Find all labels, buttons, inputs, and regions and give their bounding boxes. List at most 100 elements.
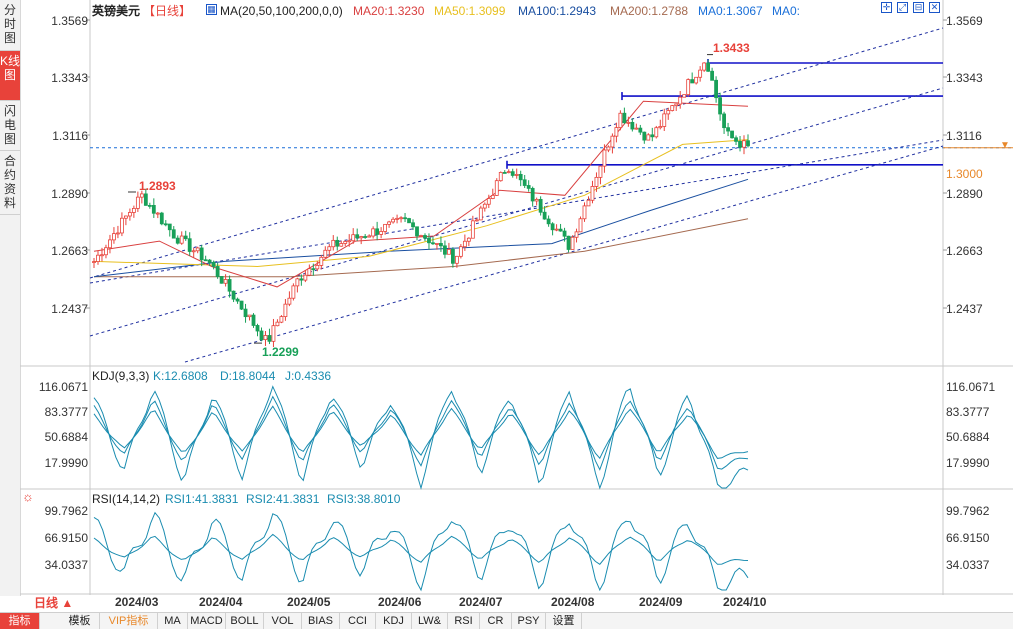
candle-body	[323, 249, 328, 258]
ma20-line	[93, 100, 749, 288]
tab-vol[interactable]: VOL	[264, 613, 302, 629]
candle-body	[482, 203, 487, 209]
candle-body	[291, 285, 296, 299]
minimize-icon[interactable]: ⊟	[913, 2, 924, 13]
price-tick-right: 1.3569	[946, 14, 983, 28]
ma-params: MA(20,50,100,200,0,0)	[220, 4, 343, 18]
candle-body	[96, 254, 100, 262]
tab-cci[interactable]: CCI	[340, 613, 376, 629]
candle-body	[742, 140, 746, 148]
tab-contract-info[interactable]: 合约资料	[0, 151, 20, 215]
mid-high-annotation: 1.2893	[139, 179, 176, 193]
candle-body	[690, 79, 695, 84]
candle-body	[92, 261, 96, 263]
price-marker: 1.3000	[946, 167, 983, 181]
candle-body	[351, 234, 356, 242]
period-selector[interactable]: 日线 ▲	[34, 596, 74, 610]
candle-body	[574, 231, 579, 238]
ma50-value: MA50:1.3099	[434, 4, 506, 18]
candle-body	[638, 127, 643, 133]
candle-body	[470, 220, 475, 239]
candle-body	[654, 127, 659, 138]
candle-body	[163, 223, 168, 226]
tab-boll[interactable]: BOLL	[226, 613, 264, 629]
candle-body	[387, 221, 391, 225]
candle-body	[458, 246, 463, 257]
tab-bias[interactable]: BIAS	[302, 613, 340, 629]
tab-lw[interactable]: LW&	[412, 613, 448, 629]
candle-body	[327, 246, 332, 251]
candle-body	[199, 247, 204, 261]
rsi-1: RSI1:41.3831	[165, 492, 239, 506]
tab-rsi[interactable]: RSI	[448, 613, 480, 629]
candle-body	[227, 279, 232, 292]
rsi-tick-right: 34.0337	[946, 558, 990, 572]
candle-body	[155, 212, 160, 215]
candle-body	[295, 278, 300, 287]
candle-body	[275, 321, 280, 327]
rsi-lines	[93, 511, 749, 592]
candle-body	[622, 112, 627, 124]
candle-body	[255, 325, 260, 332]
price-tick-right: 1.2890	[946, 187, 983, 201]
kdj-j: J:0.4336	[285, 369, 332, 383]
ma200-line	[94, 218, 749, 278]
tab-cr[interactable]: CR	[480, 613, 512, 629]
ma0-value: MA0:1.3067	[698, 4, 763, 18]
candle-body	[630, 121, 635, 130]
crosshair-icon[interactable]: ✛	[881, 2, 892, 13]
tab-template[interactable]: 模板	[60, 613, 100, 629]
tab-kline[interactable]: K线图	[0, 51, 20, 101]
candle-body	[195, 247, 200, 252]
candle-body	[371, 228, 376, 237]
ma100-line	[93, 178, 749, 278]
tab-macd[interactable]: MACD	[188, 613, 226, 629]
candle-body	[359, 236, 364, 239]
kdj-lines	[93, 385, 749, 490]
tab-ma[interactable]: MA	[158, 613, 188, 629]
rsi-3-line	[93, 533, 749, 565]
symbol-name: 英镑美元	[92, 4, 141, 18]
candle-body	[151, 205, 156, 214]
candle-body	[435, 243, 439, 245]
tab-settings[interactable]: 设置	[546, 613, 582, 629]
rsi-1-line	[93, 511, 749, 592]
tab-indicators[interactable]: 指标	[0, 613, 40, 629]
ma20-value: MA20:1.3230	[353, 4, 425, 18]
current-price-arrow-icon: ▼	[1000, 140, 1010, 151]
candle-body	[714, 79, 718, 99]
candle-body	[578, 218, 583, 233]
ma200-value: MA200:1.2788	[610, 4, 689, 18]
period-label: 【日线】	[143, 4, 192, 18]
candle-body	[582, 205, 587, 220]
rsi-tick-right: 66.9150	[946, 531, 990, 545]
rsi-tick-left: 66.9150	[44, 531, 88, 545]
kdj-k: K:12.6808	[153, 369, 208, 383]
rsi-settings-icon[interactable]: ☼	[22, 489, 34, 504]
candle-body	[171, 229, 176, 239]
tab-kdj[interactable]: KDJ	[376, 613, 412, 629]
date-tick: 2024/10	[723, 595, 767, 609]
tab-flash[interactable]: 闪电图	[0, 101, 20, 151]
close-icon[interactable]: ✕	[929, 2, 940, 13]
date-tick: 2024/03	[115, 595, 159, 609]
candle-body	[494, 180, 499, 196]
chart-canvas[interactable]	[0, 0, 1013, 612]
candle-body	[331, 239, 336, 248]
tab-psy[interactable]: PSY	[512, 613, 546, 629]
candle-body	[466, 237, 471, 242]
candle-body	[147, 204, 152, 207]
tab-timeshare[interactable]: 分时图	[0, 0, 20, 51]
candle-body	[100, 254, 104, 257]
tab-vip-indicators[interactable]: VIP指标	[100, 613, 158, 629]
candle-body	[602, 149, 607, 167]
ma-settings-icon[interactable]: ▦	[206, 4, 217, 15]
candle-body	[746, 140, 750, 147]
kdj-d-line	[93, 405, 749, 460]
candle-body	[642, 131, 647, 141]
candle-body	[339, 243, 344, 247]
date-tick: 2024/05	[287, 595, 331, 609]
candle-body	[375, 228, 380, 235]
expand-icon[interactable]: ⤢	[897, 2, 908, 13]
candle-body	[399, 217, 403, 220]
